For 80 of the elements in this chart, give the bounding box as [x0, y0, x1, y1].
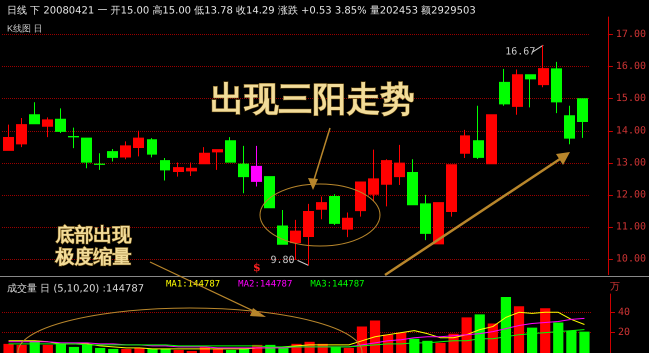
candlestick	[342, 212, 353, 238]
candlestick	[499, 68, 510, 106]
candlestick	[55, 108, 66, 134]
y-tick-label: 10.00	[616, 253, 646, 264]
y-tick-label: 14.00	[616, 125, 646, 136]
bar	[540, 308, 550, 353]
candlestick	[277, 209, 288, 245]
candlestick	[394, 144, 405, 186]
candlestick	[460, 129, 470, 159]
candlestick	[133, 130, 144, 157]
candlestick	[42, 116, 53, 138]
candlestick	[212, 149, 223, 170]
candlestick	[355, 182, 366, 218]
candlestick	[16, 117, 27, 148]
y-tick-label: 15.00	[616, 93, 646, 104]
candlestick	[238, 145, 249, 194]
candlestick	[329, 194, 340, 226]
text: MA2:144787	[238, 280, 292, 290]
candlestick	[94, 152, 105, 170]
candlestick	[368, 149, 379, 202]
bar	[108, 348, 118, 353]
candlestick	[29, 102, 40, 124]
bar	[121, 348, 132, 353]
y-tick-label: 20	[618, 327, 630, 338]
candlestick	[81, 138, 92, 169]
candlestick	[473, 105, 484, 160]
candlestick	[486, 114, 497, 164]
annotation: 极度缩量	[54, 246, 132, 268]
bar	[174, 350, 184, 353]
y-tick-label: 12.00	[616, 189, 646, 200]
candlestick	[577, 98, 588, 138]
line-series	[8, 312, 585, 350]
candlestick	[147, 138, 157, 158]
y-tick-label: 17.00	[616, 29, 646, 40]
candlestick	[68, 127, 79, 149]
annotation: $	[253, 261, 261, 274]
bar	[42, 344, 53, 353]
candlestick	[538, 44, 549, 88]
annotation: 出现三阳走势	[210, 80, 414, 120]
y-axis-title: 万	[610, 282, 620, 292]
candlestick	[420, 194, 431, 241]
bar	[95, 348, 106, 353]
y-tick-label: 16.00	[616, 61, 646, 72]
bar	[226, 350, 236, 353]
y-tick-label: 13.00	[616, 157, 646, 168]
candlestick	[316, 196, 327, 220]
bar	[462, 317, 472, 353]
text: MA3:144787	[310, 280, 365, 290]
candlestick	[564, 105, 575, 145]
candlestick	[173, 162, 184, 178]
candlestick	[120, 140, 131, 160]
chart-title: 成交量 日 (5,10,20) :144787	[7, 282, 144, 294]
candlestick	[199, 146, 210, 164]
candlestick	[225, 136, 236, 163]
annotation: 9.80	[270, 254, 295, 266]
candlestick	[264, 176, 275, 208]
candlestick	[512, 69, 523, 116]
candlestick	[107, 148, 118, 162]
annotation: 16.67	[505, 46, 536, 58]
candlestick	[407, 158, 418, 206]
candlestick	[381, 158, 392, 207]
text: K线图 日	[7, 24, 43, 34]
bar	[68, 346, 80, 353]
candlestick	[446, 164, 457, 218]
candlestick	[303, 203, 314, 266]
bar	[3, 344, 14, 353]
candlestick	[433, 202, 444, 244]
candlestick	[3, 124, 14, 152]
candlestick	[160, 158, 170, 181]
bar	[514, 306, 524, 353]
y-tick-label: 40	[618, 306, 630, 318]
candlestick	[251, 145, 262, 188]
candlestick	[551, 61, 562, 114]
bar	[344, 348, 354, 353]
candlestick	[525, 74, 536, 108]
annotation: 底部出现	[54, 224, 132, 246]
y-tick-label: 11.00	[616, 221, 646, 232]
chart-title: 日线 下 20080421 一 开15.00 高15.00 低13.78 收14.29 涨跌 +0.53 3.85% 量202453 额2929503	[7, 4, 476, 16]
candlestick	[186, 162, 197, 176]
bar	[435, 342, 446, 353]
